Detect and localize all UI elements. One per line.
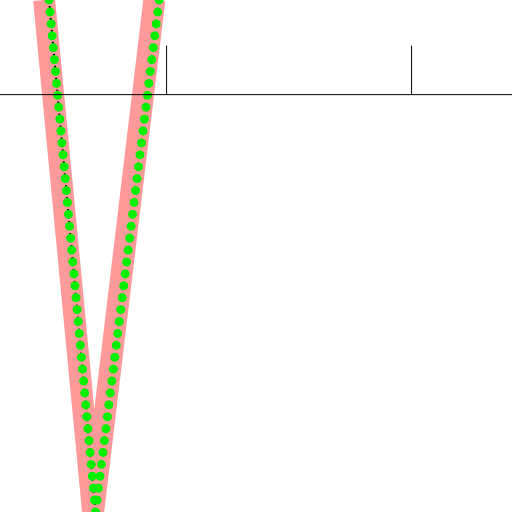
series-2-point — [47, 31, 57, 41]
series-2-point — [69, 269, 79, 279]
series-3-point — [138, 126, 148, 136]
series-2-point — [87, 471, 97, 481]
series-3-point — [92, 495, 102, 505]
series-2-point — [76, 352, 86, 362]
series-2-point — [83, 424, 93, 434]
series-3-point — [120, 269, 130, 279]
series-2-point — [86, 459, 96, 469]
series-3-point — [131, 186, 141, 196]
series-2-point — [72, 305, 82, 315]
series-3-point — [94, 483, 104, 493]
series-3-point — [95, 471, 105, 481]
series-3-point — [107, 376, 117, 386]
series-3-point — [105, 388, 115, 398]
series-3-point — [126, 221, 136, 231]
series-2-point — [57, 138, 67, 148]
band-layer — [33, 0, 166, 512]
series-2-point — [68, 257, 78, 267]
series-3-point — [117, 293, 127, 303]
series-2-point — [61, 186, 71, 196]
series-2-point — [78, 364, 88, 374]
series-2-point — [62, 197, 72, 207]
series-3-point — [96, 459, 106, 469]
series-3-point — [153, 7, 163, 17]
series-2-point — [65, 221, 75, 231]
series-3-point — [148, 43, 158, 53]
series-2-point — [49, 55, 59, 65]
series-2-point — [79, 376, 89, 386]
series-2-point — [50, 66, 60, 76]
series-2-point — [71, 293, 81, 303]
series-3-point — [136, 138, 146, 148]
series-band-0 — [33, 0, 166, 512]
series-3-point — [108, 364, 118, 374]
series-2-point — [56, 126, 66, 136]
series-3-point — [99, 436, 109, 446]
series-2-point — [81, 400, 91, 410]
series-2-point — [67, 245, 77, 255]
series-3-point — [128, 209, 138, 219]
series-3-point — [102, 412, 112, 422]
series-2-point — [46, 19, 56, 29]
series-3-point — [98, 447, 108, 457]
series-3-point — [133, 162, 143, 172]
series-3-point — [135, 150, 145, 160]
series-2-point — [54, 102, 64, 112]
series-3-point — [142, 90, 152, 100]
series-2-point — [74, 328, 84, 338]
series-3-point — [123, 245, 133, 255]
series-2-point — [85, 447, 95, 457]
series-2-point — [45, 7, 55, 17]
series-3-point — [110, 352, 120, 362]
series-3-point — [129, 197, 139, 207]
series-3-point — [151, 19, 161, 29]
series-3-point — [119, 281, 129, 291]
series-3-point — [139, 114, 149, 124]
series-3-point — [122, 257, 132, 267]
series-2-point — [48, 43, 58, 53]
series-2-point — [66, 233, 76, 243]
series-2-point — [73, 316, 83, 326]
series-3-point — [116, 305, 126, 315]
series-2-point — [82, 412, 92, 422]
series-2-point — [80, 388, 90, 398]
series-2-point — [55, 114, 65, 124]
series-3-point — [114, 316, 124, 326]
series-3-point — [147, 55, 157, 65]
series-2-point — [53, 90, 63, 100]
series-3-point — [101, 424, 111, 434]
series-2-point — [60, 174, 70, 184]
series-3-point — [104, 400, 114, 410]
series-3-point — [141, 102, 151, 112]
series-2-point — [58, 150, 68, 160]
series-3-point — [150, 31, 160, 41]
series-2-point — [75, 340, 85, 350]
series-3-point — [125, 233, 135, 243]
series-2-point — [70, 281, 80, 291]
axes-layer — [0, 45, 512, 96]
series-2-point — [44, 0, 54, 5]
series-2-point — [63, 209, 73, 219]
series-3-point — [145, 66, 155, 76]
series-3-point — [91, 507, 101, 512]
series-3-point — [113, 328, 123, 338]
series-3-point — [111, 340, 121, 350]
series-2-point — [84, 436, 94, 446]
series-3-point — [154, 0, 164, 5]
series-3-point — [132, 174, 142, 184]
series-2-point — [52, 78, 62, 88]
dots-layer — [44, 0, 164, 512]
series-3-point — [144, 78, 154, 88]
series-2-point — [59, 162, 69, 172]
